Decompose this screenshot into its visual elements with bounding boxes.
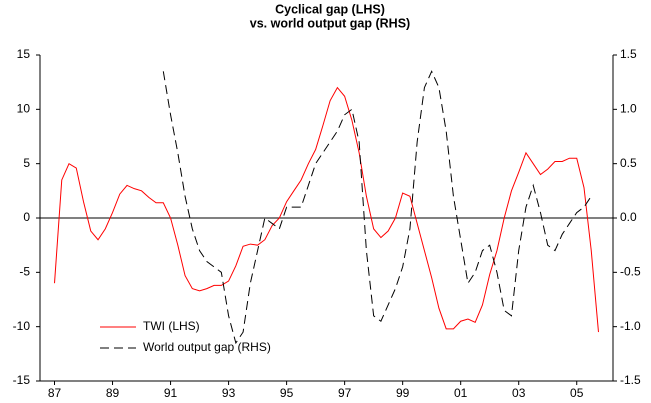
y2-tick-label: -1.0 xyxy=(620,319,641,333)
series-line xyxy=(162,70,592,345)
legend-label: World output gap (RHS) xyxy=(143,340,271,354)
x-tick-label: 89 xyxy=(106,386,120,400)
x-tick-label: 03 xyxy=(512,386,526,400)
x-tick-label: 87 xyxy=(48,386,62,400)
y2-tick-label: -0.5 xyxy=(620,265,641,279)
y-tick-label: 0 xyxy=(23,210,30,224)
y2-tick-label: 1.5 xyxy=(620,47,637,61)
y2-tick-label: 1.0 xyxy=(620,102,637,116)
series-line xyxy=(54,86,599,333)
x-tick-label: 05 xyxy=(570,386,584,400)
y-tick-label: 5 xyxy=(23,156,30,170)
y2-tick-label: -1.5 xyxy=(620,373,641,387)
x-tick-label: 95 xyxy=(280,386,294,400)
y-tick-label: 15 xyxy=(17,47,31,61)
y-tick-label: -15 xyxy=(13,373,31,387)
chart-title: Cyclical gap (LHS) xyxy=(275,2,385,16)
y2-tick-label: 0.0 xyxy=(620,210,637,224)
x-tick-label: 93 xyxy=(222,386,236,400)
y-tick-label: 10 xyxy=(17,102,31,116)
x-tick-label: 97 xyxy=(338,386,352,400)
x-tick-label: 99 xyxy=(396,386,410,400)
y-tick-label: -10 xyxy=(13,319,31,333)
y2-tick-label: 0.5 xyxy=(620,156,637,170)
chart-subtitle: vs. world output gap (RHS) xyxy=(250,16,410,30)
x-tick-label: 01 xyxy=(454,386,468,400)
legend-label: TWI (LHS) xyxy=(143,319,200,333)
x-tick-label: 91 xyxy=(164,386,178,400)
y-tick-label: -5 xyxy=(19,265,30,279)
